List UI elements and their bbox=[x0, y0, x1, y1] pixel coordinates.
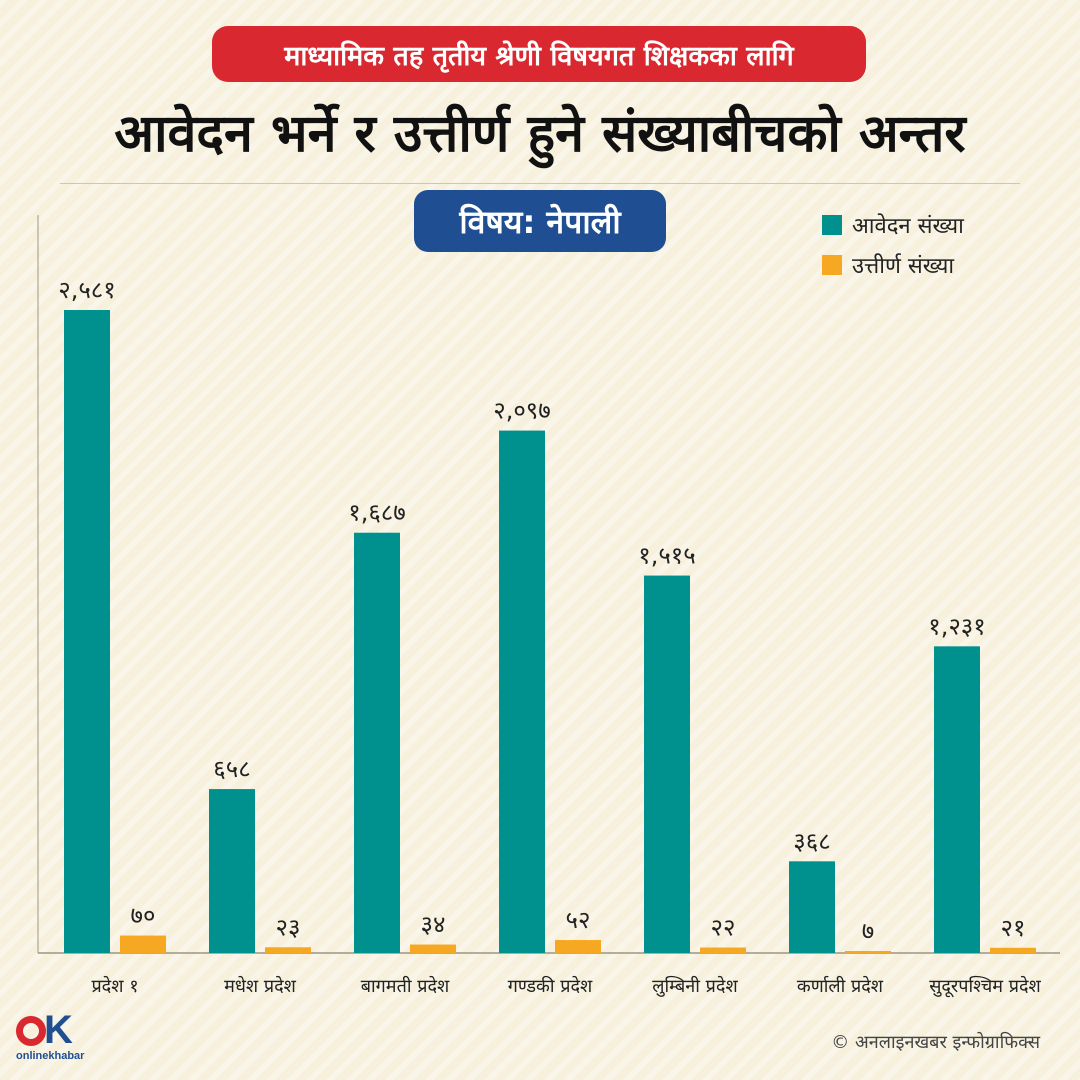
data-label-applicants-3: २,०९७ bbox=[493, 397, 551, 425]
x-tick-label-1: मधेश प्रदेश bbox=[224, 975, 297, 997]
x-tick-label-2: बागमती प्रदेश bbox=[361, 975, 450, 997]
x-tick-label-0: प्रदेश १ bbox=[91, 975, 138, 997]
x-tick-label-4: लुम्बिनी प्रदेश bbox=[652, 975, 738, 997]
subject-badge: विषय: नेपाली bbox=[414, 190, 666, 252]
bar-applicants-0 bbox=[64, 310, 110, 953]
subject-label: विषय: नेपाली bbox=[459, 202, 621, 241]
data-label-passed-1: २३ bbox=[276, 913, 301, 941]
data-label-applicants-2: १,६८७ bbox=[348, 499, 406, 527]
data-label-applicants-5: ३६८ bbox=[793, 827, 830, 855]
data-label-applicants-1: ६५८ bbox=[213, 755, 250, 783]
x-tick-label-5: कर्णाली प्रदेश bbox=[797, 975, 884, 997]
page-title: आवेदन भर्ने र उत्तीर्ण हुने संख्याबीचको … bbox=[114, 104, 966, 164]
data-label-passed-0: ७० bbox=[131, 902, 156, 930]
bar-passed-4 bbox=[700, 947, 746, 953]
title-divider bbox=[60, 183, 1020, 184]
bar-passed-0 bbox=[120, 935, 166, 953]
data-label-applicants-6: १,२३१ bbox=[928, 612, 986, 640]
bar-passed-1 bbox=[265, 947, 311, 953]
legend-label-applicants: आवेदन संख्या bbox=[852, 214, 964, 239]
footer-credit: © अनलाइनखबर इन्फोग्राफिक्स bbox=[831, 1032, 1040, 1053]
bar-passed-2 bbox=[410, 944, 456, 953]
bar-applicants-5 bbox=[789, 861, 835, 953]
data-label-passed-4: २२ bbox=[711, 914, 736, 942]
data-label-passed-6: २१ bbox=[1001, 914, 1026, 942]
data-label-passed-2: ३४ bbox=[421, 911, 446, 939]
header-kicker-badge: माध्यामिक तह तृतीय श्रेणी विषयगत शिक्षकक… bbox=[212, 26, 866, 82]
data-label-passed-5: ७ bbox=[862, 917, 874, 945]
legend-swatch-passed bbox=[822, 255, 842, 275]
bar-passed-6 bbox=[990, 947, 1036, 953]
data-label-applicants-4: १,५१५ bbox=[638, 542, 696, 570]
bar-passed-5 bbox=[845, 951, 891, 953]
bar-applicants-4 bbox=[644, 575, 690, 953]
onlinekhabar-logo: K onlinekhabar bbox=[16, 1008, 90, 1066]
data-label-passed-3: ५२ bbox=[566, 906, 591, 934]
bar-applicants-2 bbox=[354, 532, 400, 953]
logo-k-mark: K bbox=[44, 1008, 73, 1052]
data-label-applicants-0: २,५८१ bbox=[58, 276, 116, 304]
bar-passed-3 bbox=[555, 940, 601, 953]
bar-applicants-6 bbox=[934, 646, 980, 953]
x-tick-label-3: गण्डकी प्रदेश bbox=[508, 975, 593, 997]
legend-label-passed: उत्तीर्ण संख्या bbox=[852, 254, 955, 279]
logo-wordmark: onlinekhabar bbox=[16, 1050, 85, 1062]
bar-applicants-3 bbox=[499, 430, 545, 953]
logo-o-mark bbox=[16, 1016, 46, 1046]
legend-swatch-applicants bbox=[822, 215, 842, 235]
legend-item-applicants: आवेदन संख्या bbox=[822, 205, 964, 245]
x-tick-label-6: सुदूरपश्चिम प्रदेश bbox=[929, 975, 1041, 998]
header-kicker: माध्यामिक तह तृतीय श्रेणी विषयगत शिक्षकक… bbox=[284, 40, 794, 72]
bar-applicants-1 bbox=[209, 789, 255, 953]
legend-item-passed: उत्तीर्ण संख्या bbox=[822, 245, 964, 285]
chart-legend: आवेदन संख्या उत्तीर्ण संख्या bbox=[822, 205, 964, 285]
